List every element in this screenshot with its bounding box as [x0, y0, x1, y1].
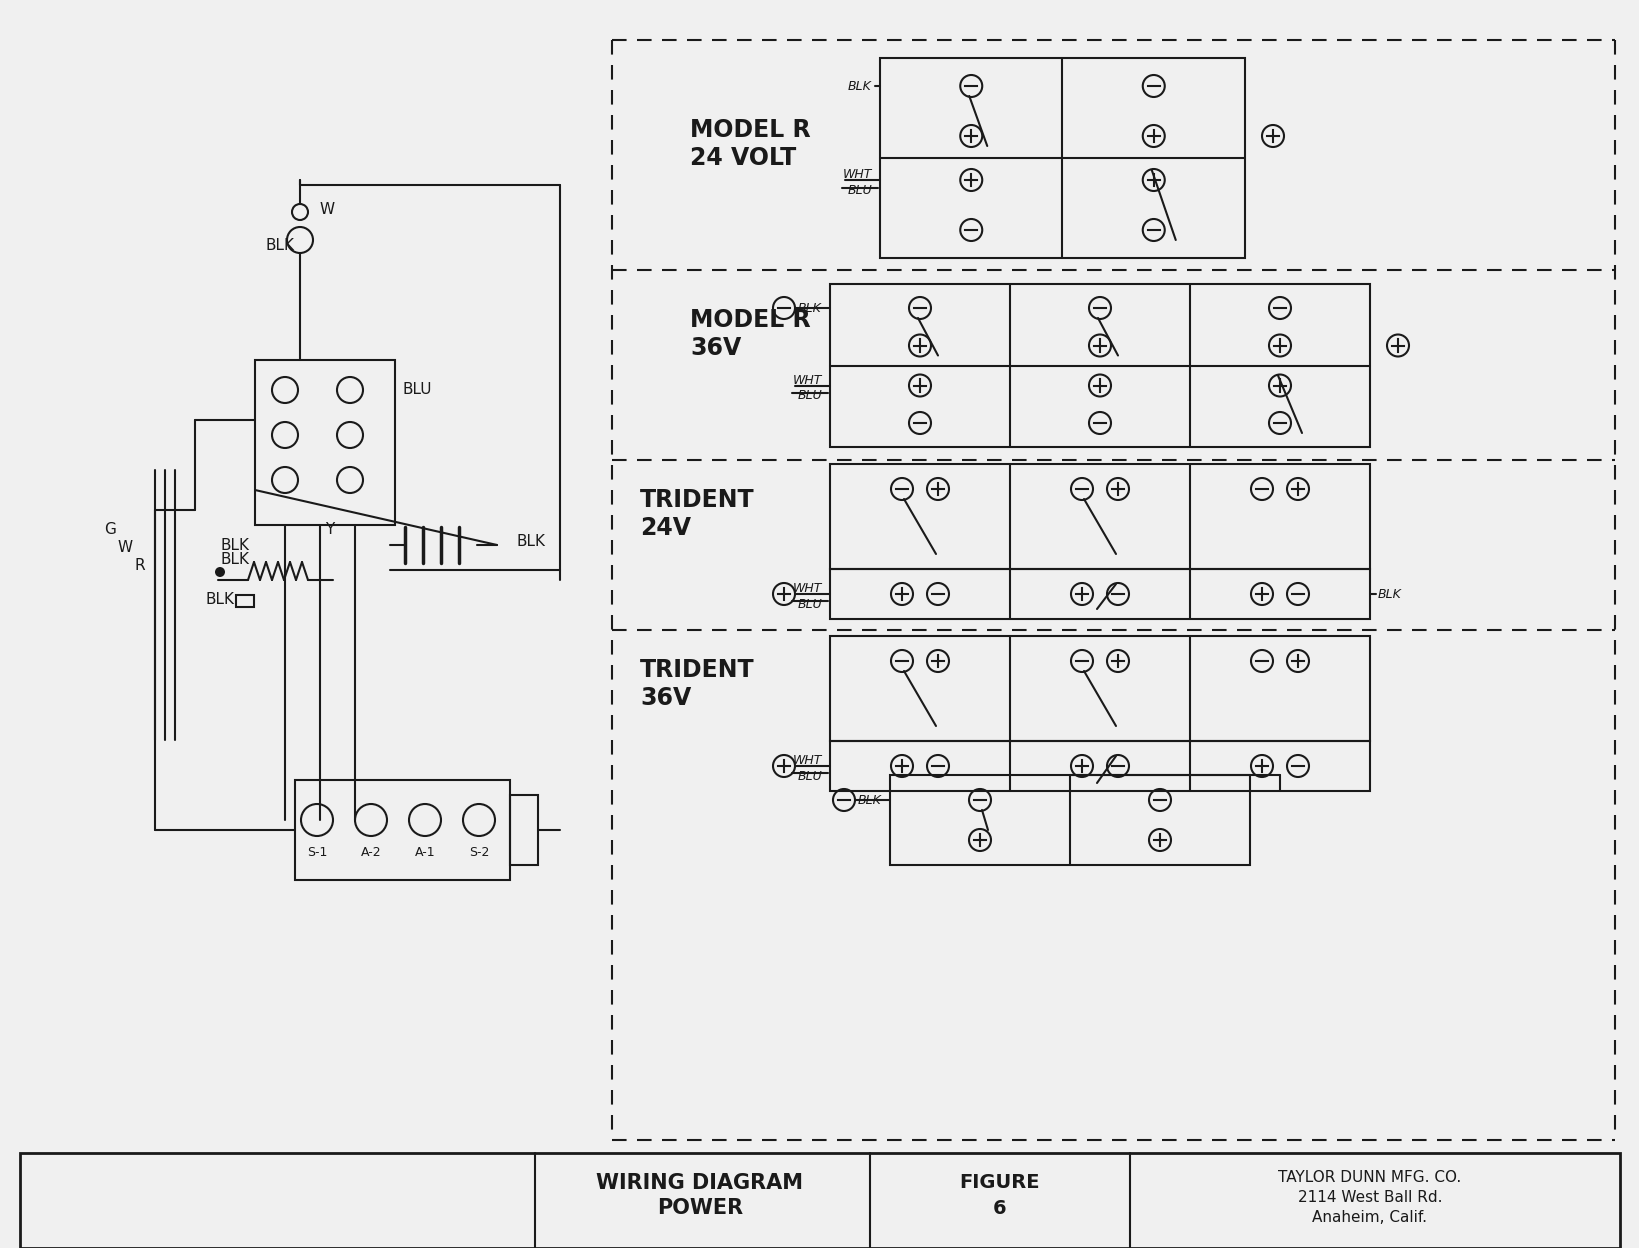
Text: BLU: BLU	[847, 183, 872, 196]
Bar	[829, 741, 1369, 791]
Text: BLK: BLK	[266, 237, 295, 252]
Text: TRIDENT: TRIDENT	[639, 488, 754, 512]
Text: 24V: 24V	[639, 515, 690, 540]
Text: TAYLOR DUNN MFG. CO.: TAYLOR DUNN MFG. CO.	[1277, 1171, 1460, 1186]
Text: 24 VOLT: 24 VOLT	[690, 146, 797, 170]
Text: BLK: BLK	[516, 534, 546, 549]
Text: 36V: 36V	[690, 336, 741, 359]
Text: 2114 West Ball Rd.: 2114 West Ball Rd.	[1296, 1191, 1441, 1206]
Text: WHT: WHT	[792, 755, 821, 768]
Text: BLK: BLK	[205, 593, 234, 608]
Text: WHT: WHT	[792, 583, 821, 595]
Text: BLU: BLU	[797, 389, 821, 402]
Text: W: W	[320, 202, 334, 217]
Text: W: W	[118, 540, 133, 555]
Text: BLK: BLK	[220, 538, 249, 553]
Text: BLK: BLK	[220, 553, 249, 568]
Bar	[254, 359, 395, 525]
Text: TRIDENT: TRIDENT	[639, 658, 754, 681]
Text: BLU: BLU	[403, 382, 433, 398]
Text: BLU: BLU	[797, 770, 821, 782]
Bar	[295, 780, 510, 880]
Text: 6: 6	[993, 1198, 1006, 1218]
Bar	[236, 595, 254, 607]
Text: BLK: BLK	[798, 302, 821, 314]
Text: MODEL R: MODEL R	[690, 119, 810, 142]
Text: POWER: POWER	[657, 1198, 742, 1218]
Bar	[829, 636, 1369, 741]
Bar	[890, 775, 1249, 865]
Text: 36V: 36V	[639, 686, 690, 710]
Text: Y: Y	[325, 523, 334, 538]
Bar	[829, 285, 1369, 447]
Text: S-2: S-2	[469, 845, 488, 859]
Text: Anaheim, Calif.: Anaheim, Calif.	[1311, 1211, 1426, 1226]
Bar	[880, 57, 1244, 258]
Bar	[20, 1153, 1619, 1248]
Circle shape	[215, 567, 225, 577]
Text: BLK: BLK	[847, 80, 872, 92]
Text: BLK: BLK	[1377, 588, 1401, 600]
Text: G: G	[103, 523, 116, 538]
Bar	[829, 569, 1369, 619]
Text: FIGURE: FIGURE	[959, 1173, 1039, 1193]
Bar	[829, 464, 1369, 569]
Text: WHT: WHT	[792, 374, 821, 387]
Text: BLK: BLK	[857, 794, 882, 806]
Text: MODEL R: MODEL R	[690, 308, 810, 332]
Text: WHT: WHT	[842, 168, 872, 181]
Text: A-1: A-1	[415, 845, 434, 859]
Text: BLU: BLU	[797, 598, 821, 610]
Text: S-1: S-1	[306, 845, 328, 859]
Bar	[510, 795, 538, 865]
Text: A-2: A-2	[361, 845, 382, 859]
Text: WIRING DIAGRAM: WIRING DIAGRAM	[597, 1173, 803, 1193]
Text: R: R	[134, 559, 146, 574]
